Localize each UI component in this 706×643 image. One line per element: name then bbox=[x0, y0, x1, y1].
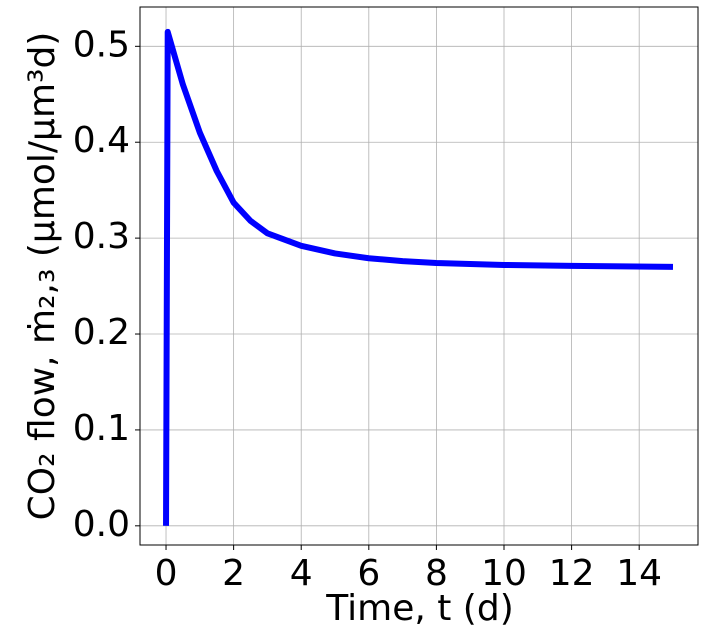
y-tick-label: 0.1 bbox=[73, 408, 130, 449]
x-tick-label: 10 bbox=[481, 553, 527, 594]
x-tick-label: 12 bbox=[549, 553, 595, 594]
y-axis-label: CO₂ flow, ṁ₂,₃ (μmol/μm³d) bbox=[22, 32, 63, 521]
y-tick-label: 0.3 bbox=[73, 216, 130, 257]
y-tick-label: 0.5 bbox=[73, 24, 130, 65]
x-axis-label: Time, t (d) bbox=[325, 588, 514, 629]
y-tick-label: 0.0 bbox=[73, 504, 130, 545]
x-tick-label: 14 bbox=[616, 553, 662, 594]
x-tick-label: 4 bbox=[290, 553, 313, 594]
plot-frame bbox=[139, 6, 699, 546]
y-tick-label: 0.2 bbox=[73, 312, 130, 353]
y-tick-label: 0.4 bbox=[73, 120, 130, 161]
x-tick-label: 8 bbox=[425, 553, 448, 594]
x-tick-label: 6 bbox=[357, 553, 380, 594]
x-tick-label: 2 bbox=[222, 553, 245, 594]
x-tick-label: 0 bbox=[155, 553, 178, 594]
data-line bbox=[163, 28, 674, 526]
